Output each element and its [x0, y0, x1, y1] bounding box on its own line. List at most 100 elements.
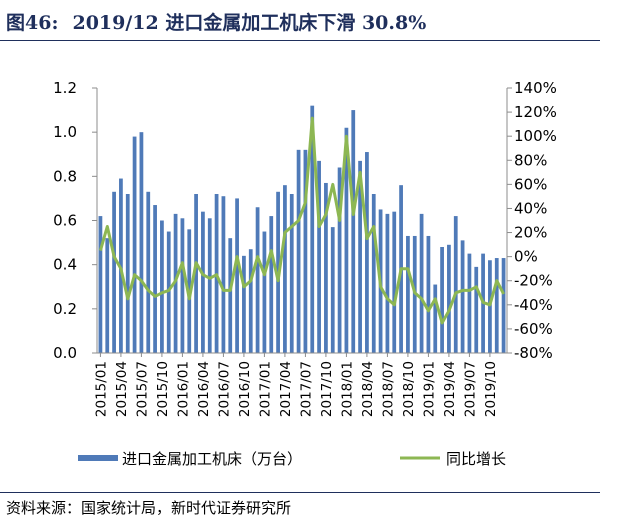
- left-tick-label: 0.2: [53, 300, 77, 318]
- right-tick-label: 120%: [514, 103, 557, 121]
- x-tick-label: 2018/07: [380, 361, 396, 417]
- x-tick-label: 2016/01: [175, 361, 191, 417]
- right-tick-label: -60%: [514, 320, 553, 338]
- x-tick-label: 2015/07: [134, 361, 150, 417]
- right-tick-label: -80%: [514, 344, 553, 362]
- figure-label: 图46:: [6, 12, 59, 34]
- bar-2019/05: [453, 216, 458, 353]
- left-axis-ticks: 0.0 0.2 0.4 0.6 0.8 1.0 1.2: [53, 79, 97, 362]
- bar-2015/09: [153, 205, 157, 353]
- left-tick-label: 0.8: [53, 167, 77, 185]
- bar-2017/06: [296, 149, 301, 353]
- bar-2018/02: [351, 110, 356, 353]
- left-tick-label: 0.4: [53, 256, 77, 274]
- right-tick-label: 60%: [514, 175, 547, 193]
- bar-2019/07: [467, 253, 472, 353]
- legend: 进口金属加工机床（万台） 同比增长: [78, 450, 506, 468]
- x-axis-ticks: 2015/01 2015/04 2015/07 2015/10 2016/01 2016/…: [93, 353, 499, 417]
- right-tick-label: -40%: [514, 296, 553, 314]
- left-tick-label: 1.0: [53, 123, 77, 141]
- bar-2016/04: [201, 211, 205, 353]
- bar-2016/05: [207, 218, 212, 353]
- bar-2015/03: [112, 191, 116, 353]
- bar-2018/08: [392, 211, 397, 353]
- bar-2017/12: [337, 167, 342, 353]
- bar-2015/07: [139, 132, 144, 353]
- right-tick-label: -20%: [514, 272, 553, 290]
- bar-2016/01: [180, 218, 185, 353]
- bar-2018/10: [406, 235, 410, 353]
- bar-2017/09: [317, 160, 321, 353]
- chart-axes: [96, 88, 508, 354]
- figure-title: 图46: 2019/12 进口金属加工机床下滑 30.8%: [6, 8, 426, 35]
- bar-2016/03: [194, 194, 198, 353]
- bar-2019/01: [426, 235, 431, 353]
- right-tick-label: 100%: [514, 127, 557, 145]
- x-tick-label: 2019/07: [462, 361, 478, 417]
- bar-2016/11: [248, 249, 253, 353]
- bar-2017/08: [310, 105, 315, 354]
- x-tick-label: 2016/07: [216, 361, 232, 417]
- bar-2017/07: [303, 149, 308, 353]
- x-tick-label: 2015/04: [114, 361, 130, 417]
- growth-line-series: [98, 116, 505, 325]
- bar-2018/01: [344, 127, 349, 353]
- bar-2017/11: [330, 227, 335, 353]
- left-tick-label: 0.0: [53, 344, 77, 362]
- bar-2017/05: [289, 194, 294, 353]
- x-tick-label: 2017/07: [298, 361, 314, 417]
- x-tick-label: 2016/04: [196, 361, 212, 417]
- bar-2015/01: [98, 216, 103, 353]
- bar-2015/12: [173, 213, 178, 353]
- bar-2018/07: [385, 213, 390, 353]
- x-tick-label: 2018/10: [401, 361, 417, 417]
- right-tick-label: 140%: [514, 79, 557, 97]
- right-axis-ticks: -80% -60% -40% -20% 0% 20% 40% 60% 80% 100% 120% 14…: [507, 79, 557, 362]
- title-divider: [0, 40, 600, 41]
- left-tick-label: 1.2: [53, 79, 77, 97]
- right-tick-label: 0%: [514, 248, 538, 266]
- x-tick-label: 2019/04: [442, 361, 458, 417]
- bar-2015/08: [146, 191, 151, 353]
- bar-2018/03: [358, 160, 362, 353]
- bar-2016/10: [242, 255, 246, 353]
- source-divider: [0, 492, 600, 493]
- bar-2016/07: [221, 196, 226, 353]
- bar-2019/04: [447, 244, 451, 353]
- bar-2016/09: [235, 198, 239, 353]
- x-tick-label: 2018/01: [339, 361, 355, 417]
- x-tick-label: 2019/01: [421, 361, 437, 417]
- x-tick-label: 2018/04: [360, 361, 376, 417]
- bar-2019/11: [494, 258, 499, 353]
- bar-2015/11: [166, 231, 171, 353]
- bar-2019/12: [501, 258, 506, 353]
- bar-2015/06: [132, 136, 137, 353]
- bar-2015/10: [160, 220, 164, 353]
- bar-2016/12: [255, 207, 260, 353]
- chart: 0.0 0.2 0.4 0.6 0.8 1.0 1.2 -80% -60% -40% -20% 0%…: [53, 79, 557, 468]
- x-tick-label: 2017/01: [257, 361, 273, 417]
- left-tick-label: 0.6: [53, 212, 77, 230]
- legend-line-label: 同比增长: [446, 450, 506, 468]
- right-tick-label: 20%: [514, 224, 547, 242]
- source-note: 资料来源：国家统计局，新时代证券研究所: [6, 499, 292, 517]
- x-tick-label: 2017/10: [319, 361, 335, 417]
- bar-2016/08: [228, 238, 233, 353]
- bar-2015/05: [125, 194, 130, 353]
- bar-2017/10: [324, 182, 328, 353]
- bar-2019/06: [460, 240, 465, 353]
- bar-2019/02: [433, 284, 438, 353]
- bar-2017/02: [269, 216, 274, 353]
- figure-title-text: 2019/12 进口金属加工机床下滑 30.8%: [72, 12, 427, 34]
- bar-2017/04: [283, 185, 287, 353]
- x-tick-label: 2015/10: [155, 361, 171, 417]
- bar-2018/04: [365, 152, 369, 353]
- x-tick-label: 2015/01: [93, 361, 109, 417]
- legend-bar-swatch: [78, 455, 118, 461]
- legend-bar-label: 进口金属加工机床（万台）: [122, 450, 302, 468]
- bar-2015/02: [105, 238, 110, 353]
- bar-2017/01: [262, 231, 267, 353]
- x-tick-label: 2017/04: [278, 361, 294, 417]
- x-tick-label: 2016/10: [237, 361, 253, 417]
- bar-2019/03: [440, 247, 444, 353]
